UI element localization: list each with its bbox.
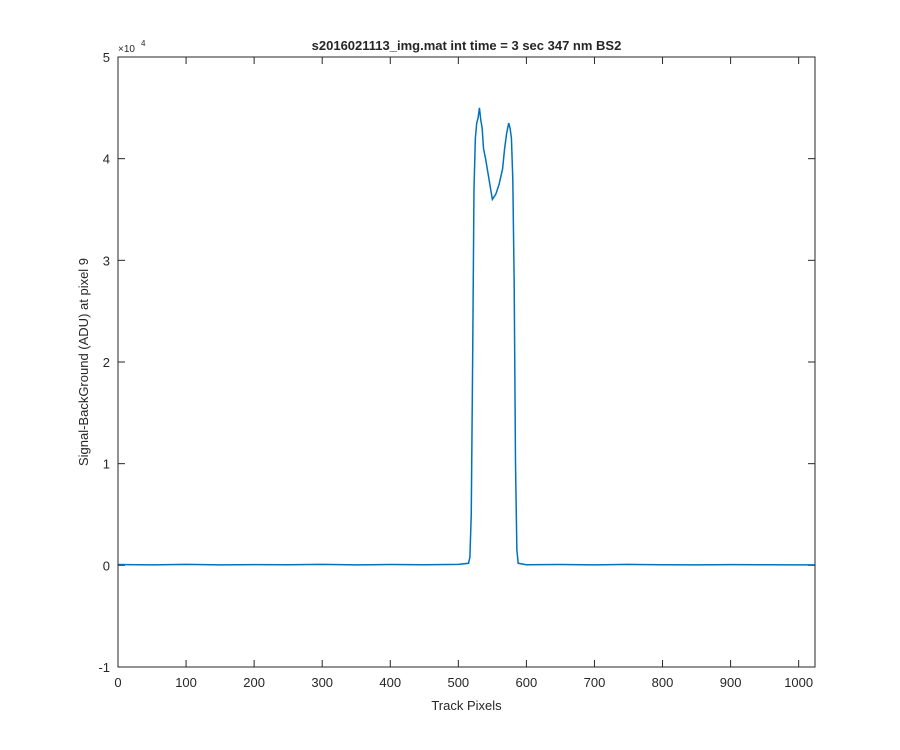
- x-tick-label: 1000: [784, 675, 813, 690]
- y-tick-label: 2: [103, 355, 110, 370]
- x-tick-label: 800: [652, 675, 674, 690]
- x-axis: 0 100 200 300 400 500 600 700 800 900 1000: [114, 57, 813, 690]
- y-multiplier-base: ×10: [118, 44, 135, 55]
- plot-frame: [117, 56, 816, 668]
- x-tick-label: 900: [720, 675, 742, 690]
- y-axis-label: Signal-BackGround (ADU) at pixel 9: [76, 258, 91, 466]
- y-multiplier-exponent: 4: [141, 39, 146, 48]
- x-tick-label: 0: [114, 675, 121, 690]
- x-tick-label: 700: [584, 675, 606, 690]
- x-tick-label: 300: [311, 675, 333, 690]
- y-tick-label: 3: [103, 253, 110, 268]
- y-tick-label: 4: [103, 152, 110, 167]
- x-tick-label: 100: [175, 675, 197, 690]
- x-tick-label: 500: [447, 675, 469, 690]
- x-tick-label: 200: [243, 675, 265, 690]
- y-tick-label: -1: [98, 660, 110, 675]
- series-line: [117, 107, 816, 566]
- plot-area: [118, 57, 815, 667]
- x-axis-label: Track Pixels: [431, 698, 502, 713]
- y-tick-label: 0: [103, 558, 110, 573]
- x-tick-label: 600: [516, 675, 538, 690]
- y-tick-label: 5: [103, 50, 110, 65]
- y-tick-label: 1: [103, 457, 110, 472]
- y-axis-multiplier: ×10 4: [118, 39, 146, 55]
- chart-title: s2016021113_img.mat int time = 3 sec 347…: [312, 38, 622, 53]
- x-tick-label: 400: [379, 675, 401, 690]
